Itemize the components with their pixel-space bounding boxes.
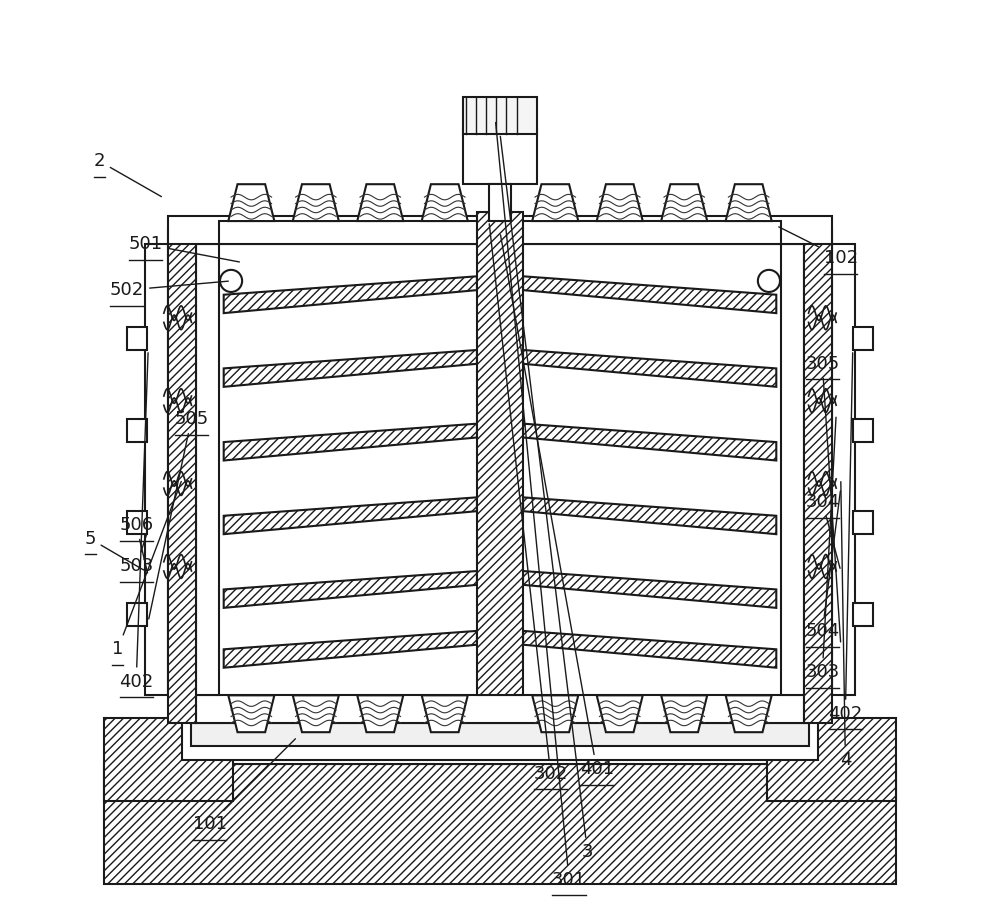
Polygon shape: [523, 424, 776, 460]
Polygon shape: [422, 184, 468, 221]
Bar: [104, 718, 233, 801]
Polygon shape: [523, 631, 776, 668]
Polygon shape: [532, 695, 578, 732]
Bar: [145, 244, 168, 695]
Polygon shape: [224, 276, 477, 313]
Polygon shape: [422, 695, 468, 732]
Polygon shape: [357, 184, 403, 221]
Text: 302: 302: [489, 224, 568, 783]
Polygon shape: [228, 184, 274, 221]
Text: 3: 3: [500, 136, 593, 861]
Polygon shape: [228, 695, 274, 732]
Polygon shape: [357, 695, 403, 732]
Polygon shape: [726, 695, 772, 732]
Bar: [127, 511, 147, 534]
Text: 503: 503: [119, 532, 153, 576]
Text: 1: 1: [112, 482, 181, 659]
Polygon shape: [293, 184, 339, 221]
Bar: [832, 244, 855, 695]
Polygon shape: [523, 350, 776, 387]
Bar: [489, 184, 511, 221]
Polygon shape: [597, 695, 643, 732]
Bar: [853, 603, 873, 626]
Bar: [182, 718, 818, 760]
Polygon shape: [523, 571, 776, 608]
Polygon shape: [224, 497, 477, 534]
Polygon shape: [523, 276, 776, 313]
Text: 401: 401: [500, 235, 614, 778]
Text: 502: 502: [110, 281, 228, 299]
Text: 2: 2: [94, 152, 161, 197]
Bar: [219, 221, 781, 244]
Bar: [781, 244, 804, 695]
Bar: [168, 230, 196, 723]
Bar: [853, 511, 873, 534]
Bar: [804, 230, 832, 723]
Bar: [767, 718, 896, 801]
Bar: [196, 695, 804, 723]
Bar: [191, 723, 809, 746]
Text: 301: 301: [496, 122, 586, 889]
Polygon shape: [224, 571, 477, 608]
Polygon shape: [532, 184, 578, 221]
Bar: [127, 327, 147, 350]
Polygon shape: [661, 184, 707, 221]
Bar: [853, 419, 873, 442]
Bar: [168, 216, 832, 244]
Text: 504: 504: [805, 491, 840, 640]
Text: 402: 402: [119, 353, 153, 691]
Bar: [196, 244, 219, 695]
Polygon shape: [224, 350, 477, 387]
Text: 505: 505: [149, 410, 209, 619]
Bar: [853, 327, 873, 350]
Bar: [150, 732, 850, 764]
Bar: [127, 603, 147, 626]
Bar: [463, 97, 537, 134]
Text: 303: 303: [805, 417, 839, 682]
Polygon shape: [224, 424, 477, 460]
Text: 304: 304: [805, 493, 840, 568]
Text: 4: 4: [840, 482, 851, 769]
Text: 402: 402: [828, 353, 863, 723]
Bar: [463, 129, 537, 184]
Polygon shape: [661, 695, 707, 732]
Bar: [127, 419, 147, 442]
Polygon shape: [293, 695, 339, 732]
Text: 501: 501: [128, 235, 239, 262]
Bar: [477, 212, 523, 695]
Polygon shape: [726, 184, 772, 221]
Polygon shape: [597, 184, 643, 221]
Text: 101: 101: [193, 739, 295, 834]
Bar: [104, 764, 896, 884]
Bar: [219, 244, 781, 695]
Text: 506: 506: [119, 516, 153, 573]
Text: 305: 305: [805, 355, 841, 642]
Text: 102: 102: [779, 227, 858, 267]
Text: 5: 5: [84, 530, 143, 569]
Polygon shape: [224, 631, 477, 668]
Polygon shape: [523, 497, 776, 534]
